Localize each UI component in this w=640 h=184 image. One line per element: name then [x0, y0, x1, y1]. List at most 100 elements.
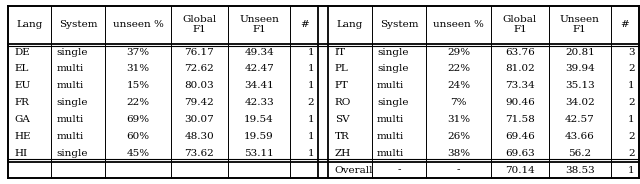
- Text: 1: 1: [308, 47, 314, 56]
- Text: single: single: [56, 47, 88, 56]
- Text: 1: 1: [308, 81, 314, 90]
- Text: #: #: [300, 20, 308, 29]
- Text: TR: TR: [335, 132, 349, 141]
- Text: multi: multi: [377, 149, 404, 158]
- Text: multi: multi: [56, 115, 83, 124]
- Text: 26%: 26%: [447, 132, 470, 141]
- Text: 1: 1: [628, 81, 635, 90]
- Text: DE: DE: [14, 47, 30, 56]
- Text: 1: 1: [308, 149, 314, 158]
- Text: 45%: 45%: [127, 149, 150, 158]
- Text: Unseen
F1: Unseen F1: [560, 15, 600, 34]
- Text: Overall: Overall: [335, 166, 373, 175]
- Text: single: single: [377, 47, 408, 56]
- Text: 19.59: 19.59: [244, 132, 274, 141]
- Text: 1: 1: [308, 64, 314, 73]
- Text: unseen %: unseen %: [113, 20, 163, 29]
- Text: 35.13: 35.13: [565, 81, 595, 90]
- Text: 48.30: 48.30: [184, 132, 214, 141]
- Text: 29%: 29%: [447, 47, 470, 56]
- Text: 43.66: 43.66: [565, 132, 595, 141]
- Text: 15%: 15%: [127, 81, 150, 90]
- Text: multi: multi: [56, 81, 83, 90]
- Text: multi: multi: [56, 132, 83, 141]
- Text: Unseen
F1: Unseen F1: [239, 15, 279, 34]
- Text: 73.62: 73.62: [184, 149, 214, 158]
- Text: FR: FR: [14, 98, 29, 107]
- Text: multi: multi: [377, 115, 404, 124]
- Text: 73.34: 73.34: [505, 81, 535, 90]
- Text: Global
F1: Global F1: [182, 15, 216, 34]
- Text: PL: PL: [335, 64, 348, 73]
- Text: 3: 3: [628, 47, 635, 56]
- Text: 34.02: 34.02: [565, 98, 595, 107]
- Text: 56.2: 56.2: [568, 149, 591, 158]
- Text: multi: multi: [56, 64, 83, 73]
- Text: GA: GA: [14, 115, 30, 124]
- Text: PT: PT: [335, 81, 349, 90]
- Text: 7%: 7%: [451, 98, 467, 107]
- Text: 31%: 31%: [127, 64, 150, 73]
- Text: Global
F1: Global F1: [503, 15, 537, 34]
- Text: 22%: 22%: [127, 98, 150, 107]
- Text: -: -: [397, 166, 401, 175]
- Text: 70.14: 70.14: [505, 166, 535, 175]
- Text: -: -: [457, 166, 460, 175]
- Text: single: single: [56, 98, 88, 107]
- Text: ZH: ZH: [335, 149, 351, 158]
- Text: 42.33: 42.33: [244, 98, 274, 107]
- Text: 31%: 31%: [447, 115, 470, 124]
- Text: 1: 1: [628, 166, 635, 175]
- Text: multi: multi: [377, 132, 404, 141]
- Text: single: single: [377, 98, 408, 107]
- Text: SV: SV: [335, 115, 349, 124]
- Text: 2: 2: [628, 64, 635, 73]
- Text: Lang: Lang: [337, 20, 364, 29]
- Text: unseen %: unseen %: [433, 20, 484, 29]
- Text: 20.81: 20.81: [565, 47, 595, 56]
- Text: multi: multi: [377, 81, 404, 90]
- Text: 60%: 60%: [127, 132, 150, 141]
- Text: single: single: [56, 149, 88, 158]
- Text: 69.63: 69.63: [505, 149, 535, 158]
- Text: 49.34: 49.34: [244, 47, 274, 56]
- Text: IT: IT: [335, 47, 346, 56]
- Text: 37%: 37%: [127, 47, 150, 56]
- Text: HI: HI: [14, 149, 28, 158]
- Text: System: System: [59, 20, 97, 29]
- Text: single: single: [377, 64, 408, 73]
- Text: RO: RO: [335, 98, 351, 107]
- Text: 53.11: 53.11: [244, 149, 274, 158]
- Text: #: #: [620, 20, 629, 29]
- Text: 63.76: 63.76: [505, 47, 535, 56]
- Text: 69.46: 69.46: [505, 132, 535, 141]
- Text: 22%: 22%: [447, 64, 470, 73]
- Text: 30.07: 30.07: [184, 115, 214, 124]
- Text: 79.42: 79.42: [184, 98, 214, 107]
- Text: 76.17: 76.17: [184, 47, 214, 56]
- Text: 38%: 38%: [447, 149, 470, 158]
- Text: 1: 1: [308, 115, 314, 124]
- Text: 69%: 69%: [127, 115, 150, 124]
- Text: 1: 1: [628, 115, 635, 124]
- Text: EL: EL: [14, 64, 28, 73]
- Text: 72.62: 72.62: [184, 64, 214, 73]
- Text: Lang: Lang: [16, 20, 43, 29]
- Text: 38.53: 38.53: [565, 166, 595, 175]
- Text: 80.03: 80.03: [184, 81, 214, 90]
- Text: 2: 2: [628, 132, 635, 141]
- Text: System: System: [380, 20, 418, 29]
- Text: 71.58: 71.58: [505, 115, 535, 124]
- Text: EU: EU: [14, 81, 30, 90]
- Text: 1: 1: [308, 132, 314, 141]
- Text: 81.02: 81.02: [505, 64, 535, 73]
- Text: 2: 2: [628, 98, 635, 107]
- Text: 24%: 24%: [447, 81, 470, 90]
- Text: 19.54: 19.54: [244, 115, 274, 124]
- Text: 42.57: 42.57: [565, 115, 595, 124]
- Text: 90.46: 90.46: [505, 98, 535, 107]
- Text: 34.41: 34.41: [244, 81, 274, 90]
- Text: HE: HE: [14, 132, 31, 141]
- Text: 39.94: 39.94: [565, 64, 595, 73]
- Text: 42.47: 42.47: [244, 64, 274, 73]
